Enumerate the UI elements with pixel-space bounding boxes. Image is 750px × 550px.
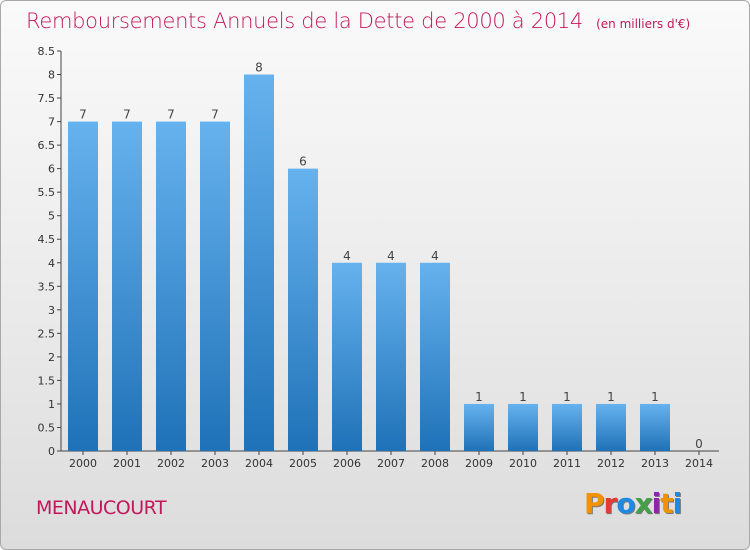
x-tick-label: 2004 [245,457,273,470]
x-tick-label: 2006 [333,457,361,470]
bar [244,74,274,451]
proxiti-logo: Proxiti [584,487,683,520]
logo-letter: t [660,487,673,520]
x-tick-label: 2003 [201,457,229,470]
x-tick-label: 2012 [597,457,625,470]
data-label: 6 [299,155,307,169]
bar [508,403,538,451]
data-label: 1 [651,390,659,404]
data-label: 7 [123,108,131,122]
logo-letter: x [634,487,653,520]
y-tick-label: 0 [48,445,55,458]
data-label: 7 [211,108,219,122]
chart-axes: 0 0.5 1 1.5 2 2.5 3 3.5 4 4.5 5 5.5 6 6.5 7 7.5 8 8.5 [38,45,719,458]
data-label: 4 [387,249,395,263]
data-label: 1 [607,390,615,404]
bar [112,121,142,452]
data-label: 7 [79,108,87,122]
data-label: 8 [255,61,263,75]
bar [376,262,406,451]
x-tick-label: 2005 [289,457,317,470]
y-tick-label: 0.5 [38,421,56,434]
y-tick-label: 6 [48,163,55,176]
data-label: 4 [343,249,351,263]
chart-bars [68,74,670,452]
y-tick-label: 7 [48,116,55,129]
x-tick-label: 2011 [553,457,581,470]
x-tick-label: 2001 [113,457,141,470]
bar [288,168,318,451]
y-tick-label: 5 [48,210,55,223]
logo-letter: r [603,487,618,520]
y-tick-label: 1 [48,398,55,411]
x-tick-label: 2009 [465,457,493,470]
data-label: 1 [519,390,527,404]
y-tick-label: 8.5 [38,45,56,58]
x-tick-label: 2007 [377,457,405,470]
x-tick-label: 2014 [685,457,713,470]
logo-letter: i [651,487,662,520]
bar [332,262,362,451]
chart-labels: 2000 7 2001 7 2002 7 2003 7 2004 8 2005 6 2006 4 2007 4… [69,61,713,470]
data-label: 4 [431,249,439,263]
bar [596,403,626,451]
x-tick-label: 2010 [509,457,537,470]
y-tick-label: 7.5 [38,92,56,105]
data-label: 1 [563,390,571,404]
y-tick-label: 5.5 [38,186,56,199]
y-tick-label: 8 [48,69,55,82]
y-tick-label: 3 [48,304,55,317]
chart-title: Remboursements Annuels de la Dette de 20… [26,9,583,33]
bar [156,121,186,452]
bar [552,403,582,451]
logo-letter: o [616,487,635,520]
x-tick-label: 2002 [157,457,185,470]
y-tick-label: 2 [48,351,55,364]
data-label: 7 [167,108,175,122]
x-tick-label: 2000 [69,457,97,470]
y-tick-label: 6.5 [38,139,56,152]
bar [200,121,230,452]
chart-title-block: Remboursements Annuels de la Dette de 20… [26,9,690,33]
bar [640,403,670,451]
x-tick-label: 2013 [641,457,669,470]
commune-name: MENAUCOURT [36,497,167,519]
bar [420,262,450,451]
chart-subtitle: (en milliers d'€) [596,17,691,31]
y-tick-label: 2.5 [38,327,56,340]
data-label: 1 [475,390,483,404]
logo-letter: i [672,487,683,520]
y-tick-label: 3.5 [38,280,56,293]
logo-letter: P [584,487,605,520]
y-tick-label: 1.5 [38,374,56,387]
data-label: 0 [695,437,703,451]
y-tick-label: 4 [48,257,55,270]
x-tick-label: 2008 [421,457,449,470]
bar [68,121,98,452]
bar [464,403,494,451]
y-tick-label: 4.5 [38,233,56,246]
